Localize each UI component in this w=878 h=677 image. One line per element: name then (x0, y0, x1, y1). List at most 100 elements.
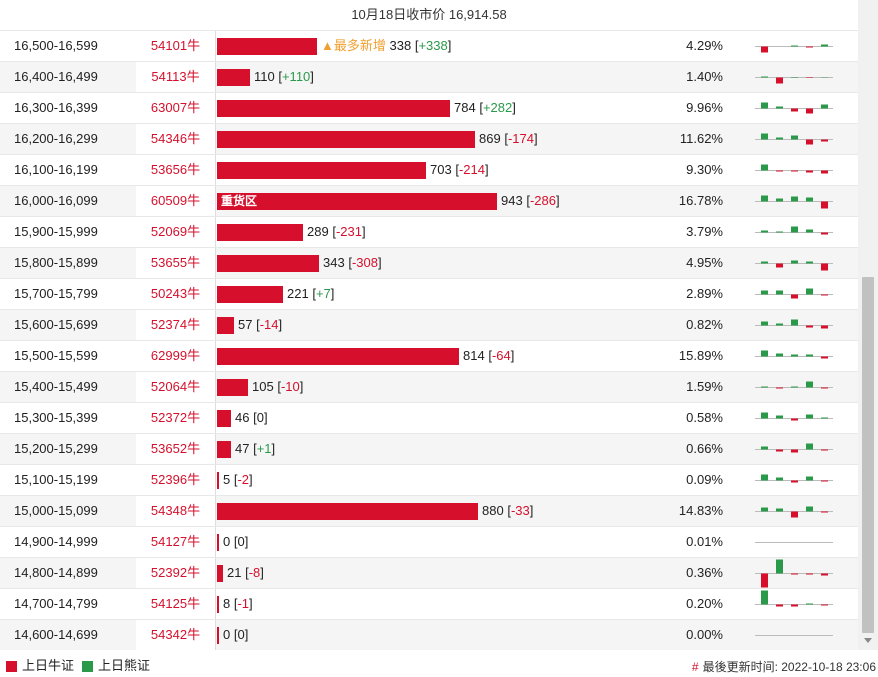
sparkline-bar (821, 44, 828, 47)
volume-bar (217, 286, 283, 303)
count-number: 703 (430, 162, 452, 177)
price-range: 14,600-14,699 (14, 627, 98, 642)
count-delta: -10 (280, 379, 300, 394)
sparkline-bar (806, 476, 813, 481)
warrant-code-link[interactable]: 52392牛 (136, 558, 216, 588)
volume-bar (217, 472, 219, 489)
warrant-code-link[interactable]: 63007牛 (136, 93, 216, 123)
sparkline-bar (821, 104, 828, 109)
count-number: 47 (235, 441, 250, 456)
sparkline-bar (806, 506, 813, 512)
sparkline-bar (776, 508, 783, 512)
warrant-code-link[interactable]: 53655牛 (136, 248, 216, 278)
count-number: 0 (223, 534, 231, 549)
price-range: 15,500-15,599 (14, 348, 98, 363)
warrant-code-link[interactable]: 62999牛 (136, 341, 216, 371)
warrant-code-link[interactable]: 54127牛 (136, 527, 216, 557)
count-value: 880 [-33] (482, 503, 534, 518)
price-range: 15,900-15,999 (14, 224, 98, 239)
sparkline-bar (761, 164, 768, 171)
volume-bar (217, 317, 234, 334)
sparkline-bar (791, 319, 798, 326)
volume-bar (217, 255, 319, 272)
sparkline-bar (776, 231, 783, 233)
sparkline-bar (761, 230, 768, 233)
count-value: 784 [+282] (454, 100, 516, 115)
sparkline-bar (761, 386, 768, 388)
count-value: ▲最多新增 338 [+338] (321, 38, 452, 53)
sparkline-bar (776, 263, 783, 268)
sparkline-bar (776, 559, 783, 574)
sparkline-bar (806, 573, 813, 575)
table-row: 15,000-15,099 54348牛 880 [-33] 14.83% (0, 495, 858, 526)
warrant-code-link[interactable]: 52069牛 (136, 217, 216, 247)
sparkline-bar (761, 507, 768, 512)
trend-sparkline (755, 412, 833, 421)
volume-bar (217, 131, 475, 148)
percentage: 3.79% (686, 224, 723, 239)
percentage: 0.58% (686, 410, 723, 425)
percentage: 11.62% (679, 131, 723, 146)
sparkline-bar (791, 108, 798, 112)
warrant-code-link[interactable]: 54342牛 (136, 620, 216, 650)
count-delta: -231 (335, 224, 362, 239)
percentage: 4.95% (686, 255, 723, 270)
price-range: 15,600-15,699 (14, 317, 98, 332)
sparkline-bar (776, 353, 783, 357)
warrant-code-link[interactable]: 54113牛 (136, 62, 216, 92)
table-row: 15,100-15,199 52396牛 5 [-2] 0.09% (0, 464, 858, 495)
count-number: 8 (223, 596, 231, 611)
count-value: 0 [0] (223, 627, 249, 642)
legend-bull-label: 上日牛证 (22, 658, 75, 673)
sparkline-bar (761, 573, 768, 588)
count-value: 8 [-1] (223, 596, 253, 611)
percentage: 0.20% (686, 596, 723, 611)
trend-sparkline (755, 474, 833, 483)
warrant-code-link[interactable]: 52064牛 (136, 372, 216, 402)
sparkline-bar (821, 449, 828, 451)
price-range: 16,500-16,599 (14, 38, 98, 53)
most-added-badge: ▲最多新增 (321, 38, 386, 53)
warrant-code-link[interactable]: 60509牛 (136, 186, 216, 216)
sparkline-bar (761, 290, 768, 295)
warrant-code-link[interactable]: 50243牛 (136, 279, 216, 309)
volume-bar (217, 503, 478, 520)
warrant-code-link[interactable]: 54125牛 (136, 589, 216, 619)
percentage: 4.29% (686, 38, 723, 53)
footer: 上日牛证 上日熊证 # 最後更新时间: 2022-10-18 23:06 (0, 650, 878, 677)
volume-bar (217, 38, 317, 55)
heavy-zone-label: 重货区 (221, 194, 258, 208)
warrant-code-link[interactable]: 52396牛 (136, 465, 216, 495)
count-number: 784 (454, 100, 476, 115)
table-row: 16,100-16,199 53656牛 703 [-214] 9.30% (0, 154, 858, 185)
percentage: 1.40% (686, 69, 723, 84)
count-number: 5 (223, 472, 231, 487)
warrant-code-link[interactable]: 52374牛 (136, 310, 216, 340)
count-delta: -214 (458, 162, 485, 177)
warrant-code-link[interactable]: 54101牛 (136, 31, 216, 61)
warrant-code-link[interactable]: 52372牛 (136, 403, 216, 433)
sparkline-bar (776, 77, 783, 84)
price-range: 14,700-14,799 (14, 596, 98, 611)
volume-bar (217, 162, 426, 179)
warrant-code-link[interactable]: 54348牛 (136, 496, 216, 526)
price-range: 15,200-15,299 (14, 441, 98, 456)
trend-sparkline (755, 542, 833, 543)
table-row: 14,600-14,699 54342牛 0 [0] 0.00% (0, 619, 858, 650)
scroll-down-icon[interactable] (864, 638, 872, 643)
sparkline-bar (776, 198, 783, 202)
count-delta: -33 (510, 503, 530, 518)
warrant-code-link[interactable]: 53656牛 (136, 155, 216, 185)
trend-sparkline (755, 319, 833, 329)
warrant-code-link[interactable]: 53652牛 (136, 434, 216, 464)
volume-bar (217, 534, 219, 551)
trend-sparkline (755, 260, 833, 271)
scrollbar-thumb[interactable] (862, 277, 874, 633)
table-row: 16,400-16,499 54113牛 110 [+110] 1.40% (0, 61, 858, 92)
warrant-code-link[interactable]: 54346牛 (136, 124, 216, 154)
count-number: 0 (223, 627, 231, 642)
volume-bar (217, 224, 303, 241)
sparkline-bar (791, 294, 798, 299)
sparkline-bar (806, 46, 813, 48)
count-value: 943 [-286] (501, 193, 560, 208)
